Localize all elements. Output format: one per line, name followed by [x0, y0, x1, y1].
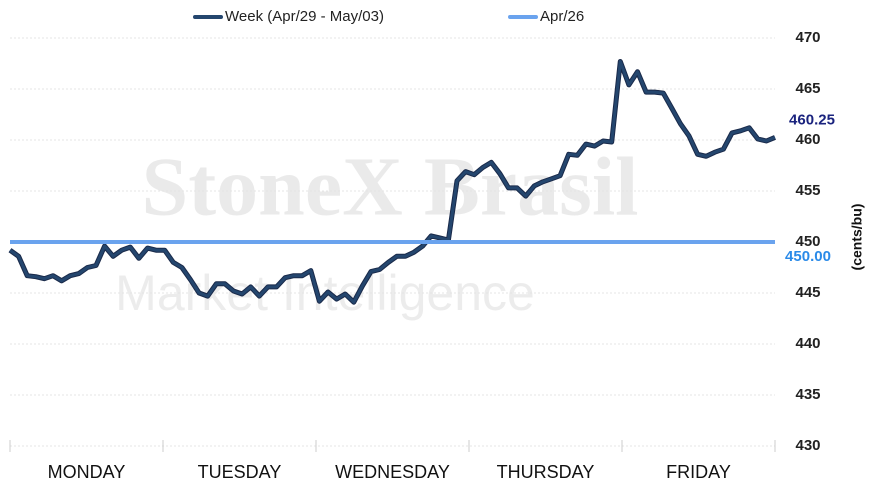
y-tick-label: 440 — [795, 335, 820, 352]
y-tick-label: 455 — [795, 182, 820, 199]
value-label: 460.25 — [789, 111, 835, 128]
x-tick-label: THURSDAY — [497, 462, 595, 482]
y-tick-label: 430 — [795, 437, 820, 454]
x-tick-label: FRIDAY — [666, 462, 731, 482]
y-tick-label: 450 — [795, 233, 820, 250]
y-tick-label: 435 — [795, 386, 820, 403]
y-tick-label: 470 — [795, 29, 820, 46]
y-axis-label: (cents/bu) — [849, 204, 865, 271]
legend-label: Apr/26 — [540, 8, 584, 25]
watermark: StoneX Brasil — [141, 140, 638, 233]
y-tick-label: 445 — [795, 284, 820, 301]
y-tick-label: 465 — [795, 80, 820, 97]
x-tick-label: TUESDAY — [198, 462, 282, 482]
legend-label: Week (Apr/29 - May/03) — [225, 8, 384, 25]
line — [9, 60, 776, 304]
value-label: 450.00 — [785, 248, 831, 265]
y-tick-label: 460 — [795, 131, 820, 148]
x-tick-label: WEDNESDAY — [335, 462, 450, 482]
x-tick-label: MONDAY — [48, 462, 126, 482]
